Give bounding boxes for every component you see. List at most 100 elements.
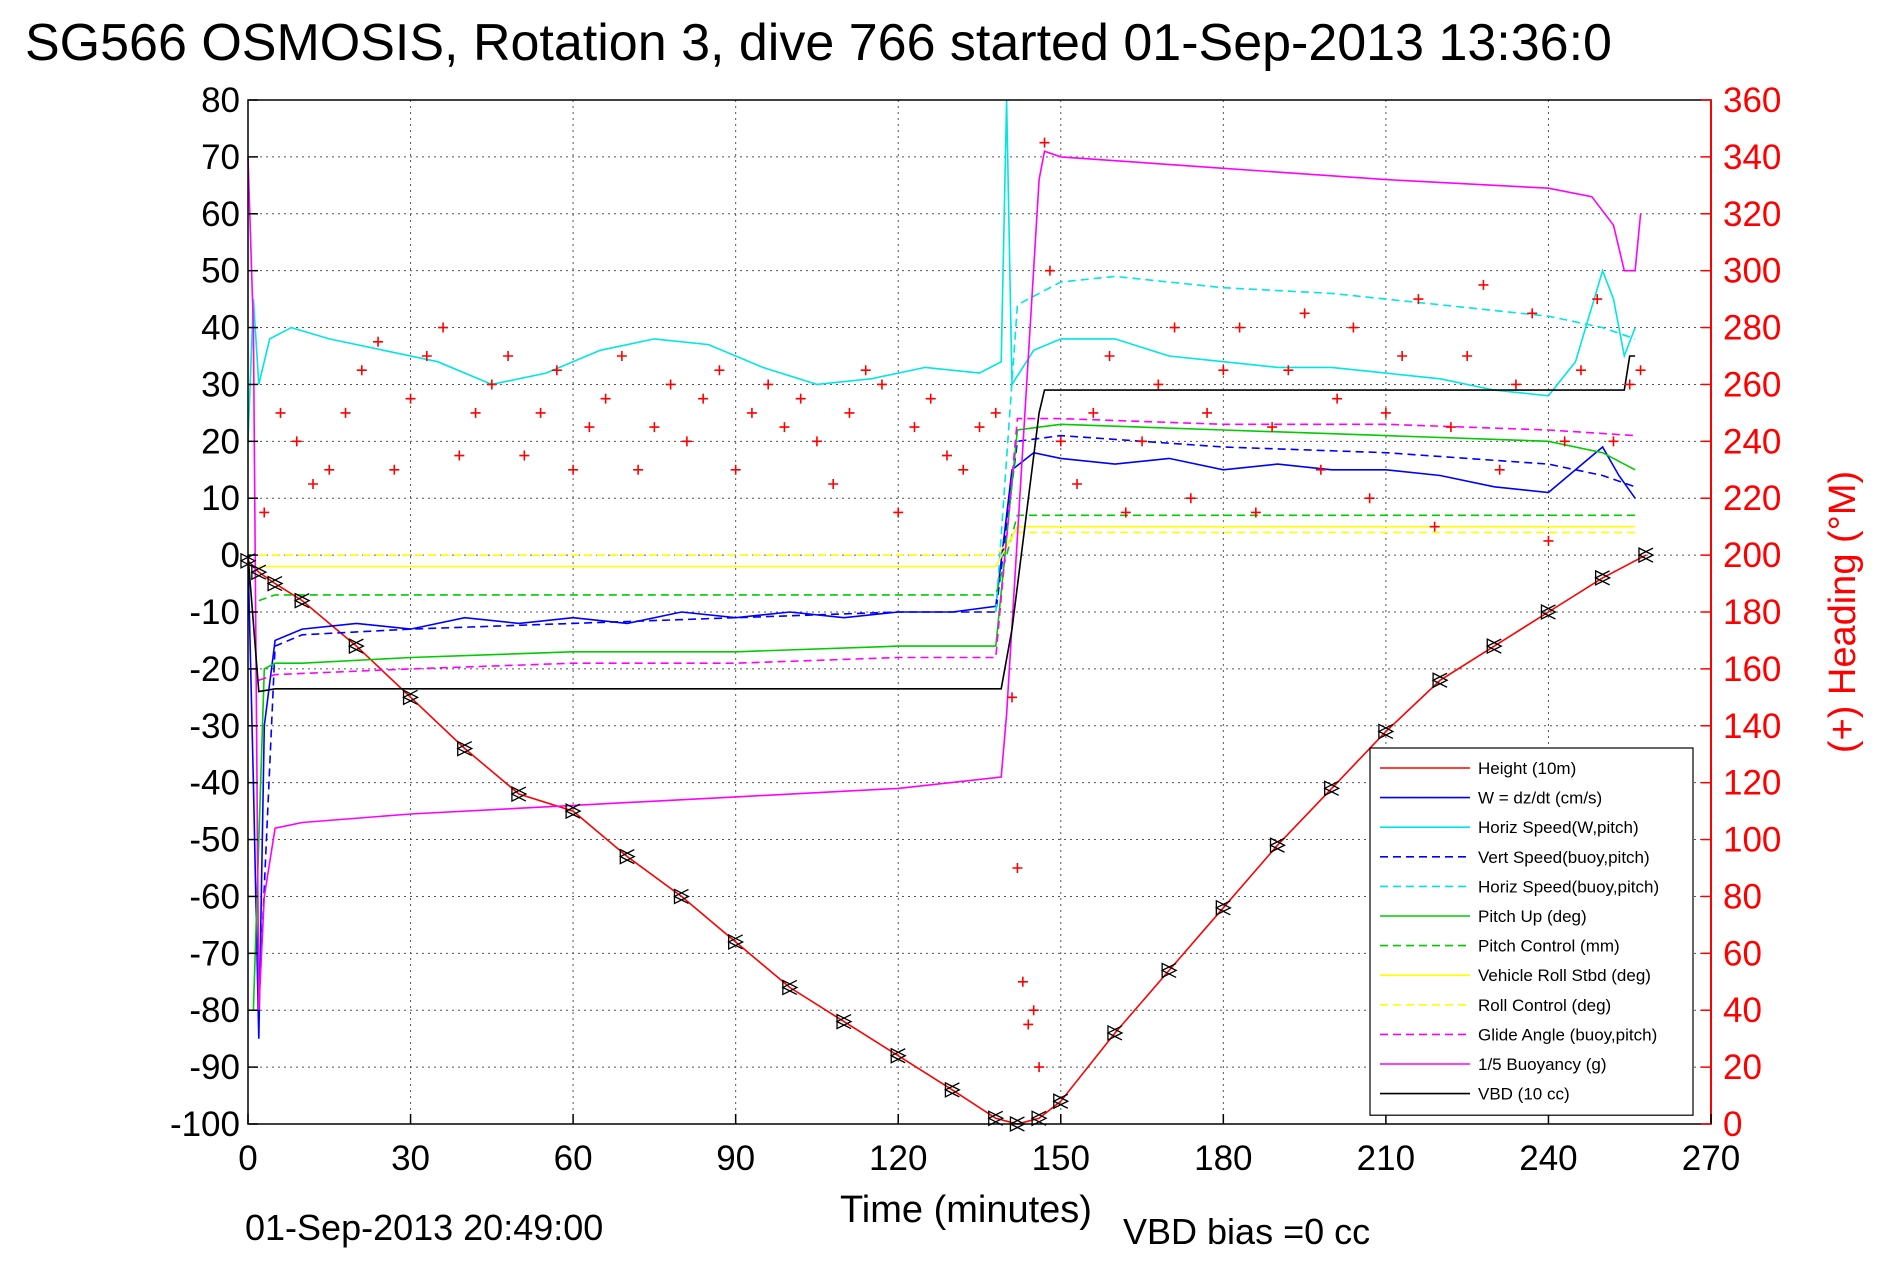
- heading-marker-86: [1575, 365, 1586, 376]
- heading-marker-23: [633, 464, 644, 475]
- heading-marker-85: [1559, 436, 1570, 447]
- height-marker-22: [1214, 899, 1232, 916]
- y-tick-label-2: 60: [201, 195, 240, 234]
- y-right-tick-label-3: 300: [1723, 252, 1781, 291]
- series-line-8: [258, 531, 1636, 556]
- heading-marker-56: [1088, 407, 1099, 418]
- heading-marker-8: [389, 464, 400, 475]
- heading-marker-43: [958, 464, 969, 475]
- y-right-tick-label-17: 20: [1723, 1048, 1762, 1087]
- series-line-5: [252, 423, 1636, 1011]
- y-right-tick-label-5: 260: [1723, 365, 1781, 404]
- legend-label-2: Horiz Speed(W,pitch): [1478, 818, 1639, 837]
- heading-marker-13: [470, 407, 481, 418]
- heading-marker-10: [421, 351, 432, 361]
- y-right-tick-label-9: 180: [1723, 593, 1781, 632]
- heading-marker-35: [828, 479, 839, 489]
- series-line-7: [258, 525, 1636, 568]
- heading-marker-40: [909, 422, 920, 433]
- heading-marker-72: [1348, 322, 1359, 333]
- x-tick-label-2: 60: [554, 1139, 593, 1178]
- heading-marker-9: [405, 393, 416, 404]
- y-right-tick-label-12: 120: [1723, 764, 1781, 803]
- y-tick-label-8: 0: [221, 536, 240, 575]
- y-right-tick-label-10: 160: [1723, 650, 1781, 689]
- x-tick-label-9: 270: [1682, 1139, 1740, 1178]
- heading-marker-17: [535, 407, 546, 418]
- series-line-11: [247, 355, 1636, 693]
- y-tick-label-11: -30: [189, 707, 240, 746]
- heading-marker-32: [779, 422, 790, 433]
- heading-marker-60: [1153, 379, 1164, 390]
- height-marker-10: [673, 888, 690, 905]
- heading-marker-1: [275, 407, 286, 418]
- height-marker-13: [835, 1013, 853, 1030]
- series-line-4: [995, 275, 1636, 613]
- heading-marker-66: [1250, 507, 1261, 518]
- heading-marker-12: [454, 450, 465, 461]
- x-tick-label-5: 150: [1032, 1139, 1090, 1178]
- heading-marker-63: [1202, 407, 1213, 418]
- height-marker-27: [1485, 638, 1503, 655]
- heading-marker-31: [763, 379, 774, 390]
- heading-marker-84: [1543, 535, 1554, 546]
- heading-marker-36: [844, 407, 855, 418]
- heading-marker-67: [1267, 422, 1278, 433]
- heading-marker-74: [1380, 407, 1391, 418]
- height-marker-20: [1106, 1024, 1124, 1042]
- heading-marker-48: [1017, 976, 1028, 987]
- heading-marker-62: [1185, 493, 1196, 504]
- x-tick-label-7: 210: [1357, 1139, 1415, 1178]
- y-right-tick-label-4: 280: [1723, 309, 1781, 348]
- height-marker-7: [510, 785, 528, 803]
- heading-marker-5: [340, 407, 351, 418]
- heading-marker-54: [1055, 436, 1066, 447]
- y-right-tick-label-18: 0: [1723, 1105, 1742, 1144]
- heading-marker-58: [1120, 507, 1131, 518]
- heading-marker-4: [324, 464, 335, 475]
- heading-marker-83: [1527, 308, 1538, 319]
- y-tick-label-18: -100: [170, 1105, 240, 1144]
- x-tick-label-1: 30: [391, 1139, 430, 1178]
- heading-marker-38: [876, 379, 887, 390]
- heading-marker-59: [1137, 436, 1148, 447]
- heading-marker-18: [551, 365, 562, 376]
- heading-marker-20: [584, 422, 595, 433]
- height-marker-23: [1269, 837, 1286, 854]
- legend: Height (10m) W = dz/dt (cm/s) Horiz Speed(…: [1369, 747, 1694, 1116]
- heading-marker-42: [941, 450, 952, 461]
- heading-marker-73: [1364, 493, 1375, 504]
- footer-timestamp: 01-Sep-2013 20:49:00: [245, 1207, 603, 1248]
- series-layer: [239, 99, 1655, 1133]
- heading-marker-6: [356, 365, 367, 376]
- height-marker-29: [1594, 569, 1612, 586]
- series-line-0: [247, 554, 1647, 1125]
- heading-marker-57: [1104, 351, 1115, 361]
- height-marker-28: [1539, 603, 1557, 621]
- y-tick-label-17: -90: [189, 1048, 240, 1087]
- heading-marker-16: [519, 450, 530, 461]
- y-tick-label-0: 80: [201, 81, 240, 120]
- heading-marker-19: [568, 464, 579, 475]
- height-marker-16: [987, 1110, 1005, 1127]
- heading-marker-7: [373, 336, 384, 347]
- legend-label-1: W = dz/dt (cm/s): [1478, 789, 1602, 808]
- y-tick-label-9: -10: [189, 593, 240, 632]
- heading-marker-11: [438, 322, 449, 333]
- height-marker-14: [889, 1047, 907, 1064]
- x-ticks: 0 30 60 90 120 150 180 210 240 270: [238, 1114, 1740, 1178]
- height-marker-24: [1323, 780, 1341, 797]
- heading-marker-81: [1494, 464, 1505, 475]
- series-line-3: [258, 434, 1636, 1011]
- heading-marker-82: [1510, 379, 1521, 390]
- y-right-tick-label-2: 320: [1723, 195, 1781, 234]
- heading-marker-25: [665, 379, 676, 390]
- y-tick-label-4: 40: [201, 309, 240, 348]
- heading-marker-76: [1413, 294, 1424, 305]
- legend-label-8: Roll Control (deg): [1478, 996, 1611, 1015]
- legend-box: [1369, 747, 1694, 1116]
- x-tick-label-3: 90: [716, 1139, 755, 1178]
- y-tick-label-13: -50: [189, 821, 240, 860]
- heading-marker-52: [1039, 137, 1050, 148]
